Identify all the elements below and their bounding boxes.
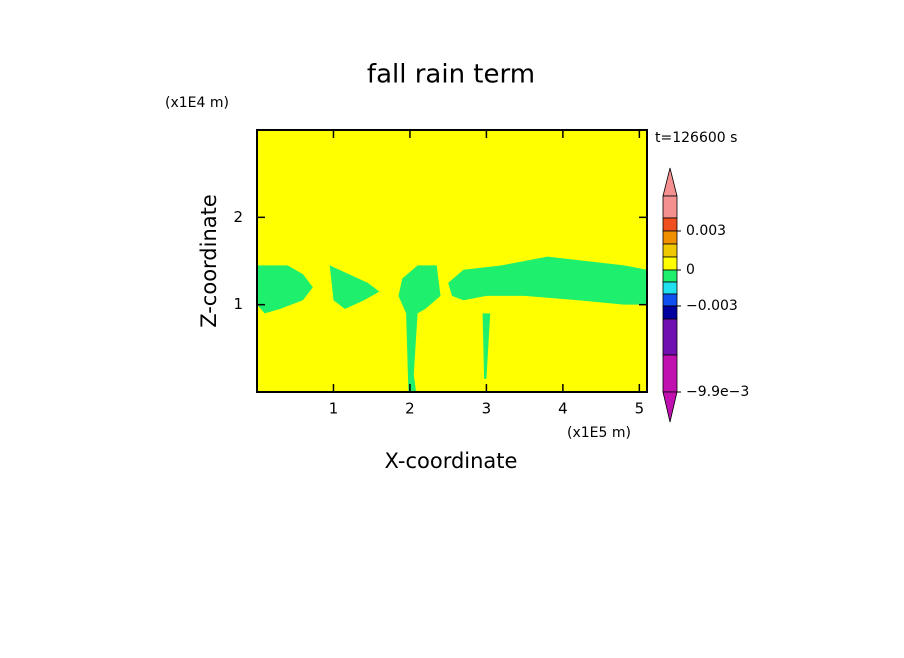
colorbar-label: −0.003 (686, 298, 738, 314)
colorbar-label: 0.003 (686, 223, 726, 239)
colorbar-label: −9.9e−3 (686, 384, 749, 400)
chart-title: fall rain term (367, 60, 535, 90)
contour-region (257, 265, 313, 314)
colorbar-box (662, 281, 678, 295)
colorbar-box (662, 354, 678, 393)
colorbar-label: 0 (686, 262, 695, 278)
colorbar-box (662, 269, 678, 283)
field-background (257, 130, 647, 392)
colorbar-cap (662, 167, 678, 197)
colorbar-cap (662, 391, 678, 423)
y-tick-label: 2 (233, 208, 243, 226)
plot-frame (256, 129, 648, 393)
y-unit: (x1E4 m) (165, 95, 229, 111)
contour-region (448, 256, 647, 305)
colorbar-box (662, 230, 678, 245)
x-unit: (x1E5 m) (567, 425, 631, 441)
contour-region (398, 265, 441, 392)
y-tick-label: 1 (233, 295, 243, 313)
colorbar-box (662, 293, 678, 307)
colorbar-box (662, 318, 678, 356)
contour-region (482, 313, 491, 379)
x-tick-label: 5 (635, 400, 645, 418)
x-tick-label: 2 (405, 400, 415, 418)
y-axis-label: Z-coordinate (197, 194, 221, 328)
contour-region (329, 265, 380, 310)
colorbar-box (662, 256, 678, 271)
colorbar-box (662, 243, 678, 258)
colorbar-box (662, 305, 678, 320)
x-tick-label: 1 (329, 400, 339, 418)
colorbar-box (662, 195, 678, 219)
x-tick-label: 3 (482, 400, 492, 418)
x-tick-label: 4 (558, 400, 568, 418)
x-axis-label: X-coordinate (385, 449, 518, 473)
colorbar-box (662, 217, 678, 232)
time-label: t=126600 s (655, 130, 737, 146)
